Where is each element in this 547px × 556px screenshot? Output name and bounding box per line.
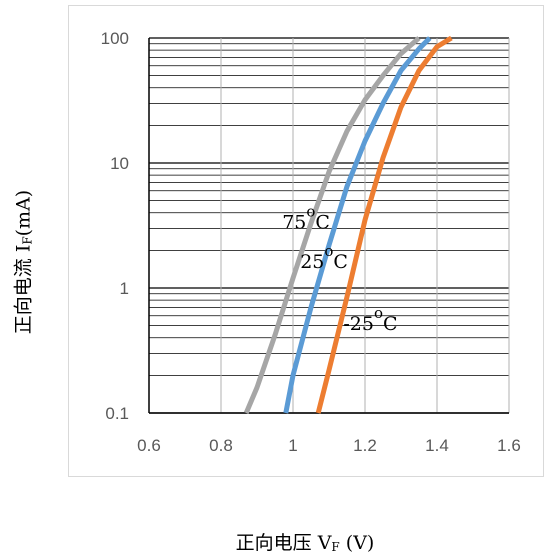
x-tick-label: 1.4 xyxy=(425,436,449,455)
series-layer xyxy=(243,35,453,414)
y-tick-label: 100 xyxy=(101,29,129,48)
y-tick-labels: 0.1 1 10 100 xyxy=(101,29,129,423)
y-tick-label: 1 xyxy=(120,279,129,298)
x-tick-label: 1.2 xyxy=(353,436,377,455)
minor-gridlines xyxy=(149,43,509,376)
temperature-annotations: 75oC 25oC -25oC xyxy=(282,202,397,335)
y-axis-title: 正向电流 IF(mA) xyxy=(12,189,35,335)
series-line-0 xyxy=(243,36,421,414)
plot-axes xyxy=(148,38,509,414)
series-line-2 xyxy=(315,35,453,414)
y-tick-label: 0.1 xyxy=(105,404,129,423)
x-tick-label: 0.6 xyxy=(137,436,161,455)
series-line-1 xyxy=(283,36,432,414)
temperature-label-2: -25oC xyxy=(343,304,397,335)
x-tick-label: 1.6 xyxy=(497,436,521,455)
x-axis-title: 正向电压 VF (V) xyxy=(235,532,375,554)
x-tick-label: 0.8 xyxy=(209,436,233,455)
x-tick-labels: 0.6 0.8 1 1.2 1.4 1.6 xyxy=(137,436,521,455)
y-tick-label: 10 xyxy=(110,154,129,173)
temperature-label-1: 25oC xyxy=(300,242,348,273)
x-tick-label: 1 xyxy=(288,436,297,455)
temperature-label-0: 75oC xyxy=(282,202,330,233)
